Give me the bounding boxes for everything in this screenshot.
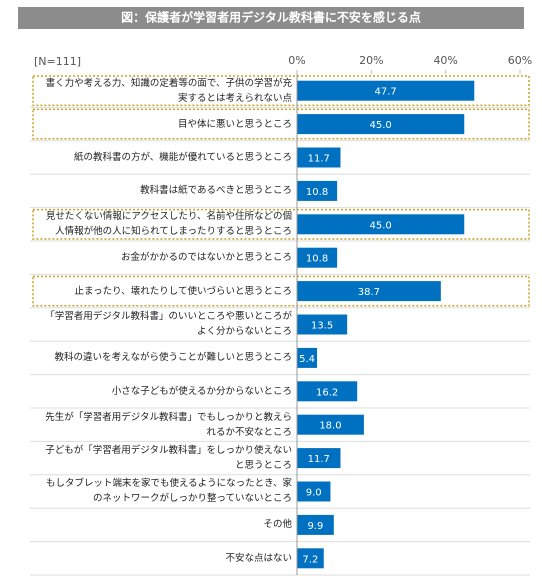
category-label-box: 子どもが「学習者用デジタル教科書」をしっかり使えないと思うところ xyxy=(45,445,292,472)
category-label-box: 見せたくない情報にアクセスしたり、名前や住所などの個人情報が他の人に知られてしま… xyxy=(45,211,292,238)
value-label: 10.8 xyxy=(306,254,328,265)
category-label-box: 先生が「学習者用デジタル教科書」でもしっかりと教えられるか不安なところ xyxy=(45,411,292,438)
value-label: 13.5 xyxy=(311,321,333,332)
bar xyxy=(297,548,324,569)
category-label-box: 止まったり、壊れたりして使いづらいと思うところ xyxy=(74,285,292,297)
category-label-box: 教科の違いを考えながら使うことが難しいと思うところ xyxy=(54,352,292,364)
value-label: 16.2 xyxy=(316,387,338,398)
value-label: 18.0 xyxy=(319,421,341,432)
value-label: 45.0 xyxy=(369,120,391,131)
bar xyxy=(297,448,341,469)
value-label: 9.0 xyxy=(306,488,322,499)
category-label-box: 書く力や考える力、知識の定着等の面で、子供の学習が充実するとは考えられない点 xyxy=(45,77,292,104)
value-label: 5.4 xyxy=(299,354,315,365)
value-label: 45.0 xyxy=(369,220,391,231)
value-label: 7.2 xyxy=(302,554,318,565)
category-label-box: 小さな子どもが使えるか分からないところ xyxy=(111,385,292,397)
category-label: 不安な点はない xyxy=(225,552,292,564)
bar xyxy=(297,347,318,368)
category-label: 紙の教科書の方が、機能が優れていると思うところ xyxy=(73,151,292,163)
bar xyxy=(297,281,441,302)
bar xyxy=(297,481,331,502)
value-label: 47.7 xyxy=(375,87,397,98)
bar xyxy=(297,214,465,235)
value-label: 9.9 xyxy=(307,521,323,532)
highlight-box xyxy=(32,75,530,107)
bar xyxy=(297,180,338,201)
category-label: 目や体に悪いと思うところ xyxy=(177,118,292,130)
category-label: 「学習者用デジタル教科書」のいいところや悪いところがよく分からないところ xyxy=(45,311,292,338)
category-label: 教科書は紙であるべきと思うところ xyxy=(140,185,292,197)
x-tick-label: 40% xyxy=(433,54,457,67)
bar xyxy=(297,514,334,535)
category-label-box: 目や体に悪いと思うところ xyxy=(177,118,292,130)
title-bar xyxy=(18,7,524,29)
x-tick-label: 0% xyxy=(288,54,305,67)
category-label-box: 教科書は紙であるべきと思うところ xyxy=(140,185,292,197)
sample-note: [N=111] xyxy=(34,55,81,68)
category-label-box: 「学習者用デジタル教科書」のいいところや悪いところがよく分からないところ xyxy=(45,311,292,338)
category-label: 子どもが「学習者用デジタル教科書」をしっかり使えないと思うところ xyxy=(45,445,292,472)
category-label-box: 紙の教科書の方が、機能が優れていると思うところ xyxy=(73,151,292,163)
value-label: 11.7 xyxy=(308,454,330,465)
highlight-box xyxy=(32,275,530,307)
category-label-box: もしタブレット端末を家でも使えるようになったとき、家のネットワークがしっかり整っ… xyxy=(45,478,292,505)
bar xyxy=(297,247,338,268)
bar xyxy=(297,80,475,101)
category-label: その他 xyxy=(263,519,292,531)
category-label-box: その他 xyxy=(263,519,292,531)
x-tick-label: 20% xyxy=(359,54,383,67)
bar xyxy=(297,381,358,402)
category-label: 教科の違いを考えながら使うことが難しいと思うところ xyxy=(54,352,292,364)
category-label: 見せたくない情報にアクセスしたり、名前や住所などの個人情報が他の人に知られてしま… xyxy=(45,211,292,238)
category-label: 小さな子どもが使えるか分からないところ xyxy=(111,385,292,397)
bar xyxy=(297,414,364,435)
category-label: もしタブレット端末を家でも使えるようになったとき、家のネットワークがしっかり整っ… xyxy=(45,478,292,505)
category-label: 書く力や考える力、知識の定着等の面で、子供の学習が充実するとは考えられない点 xyxy=(45,77,292,104)
x-tick-label: 60% xyxy=(508,54,532,67)
category-label-box: お金がかかるのではないかと思うところ xyxy=(120,252,292,264)
highlight-box xyxy=(32,208,530,240)
highlight-box xyxy=(32,108,530,140)
value-label: 38.7 xyxy=(358,287,380,298)
value-label: 10.8 xyxy=(306,187,328,198)
category-label: 先生が「学習者用デジタル教科書」でもしっかりと教えられるか不安なところ xyxy=(45,411,292,438)
bar xyxy=(297,314,348,335)
chart-title: 図：保護者が学習者用デジタル教科書に不安を感じる点 xyxy=(121,10,421,25)
category-label: 止まったり、壊れたりして使いづらいと思うところ xyxy=(74,285,292,297)
bar xyxy=(297,147,341,168)
value-label: 11.7 xyxy=(308,154,330,165)
bar xyxy=(297,114,465,135)
category-label-box: 不安な点はない xyxy=(225,552,292,564)
category-label: お金がかかるのではないかと思うところ xyxy=(120,252,292,264)
